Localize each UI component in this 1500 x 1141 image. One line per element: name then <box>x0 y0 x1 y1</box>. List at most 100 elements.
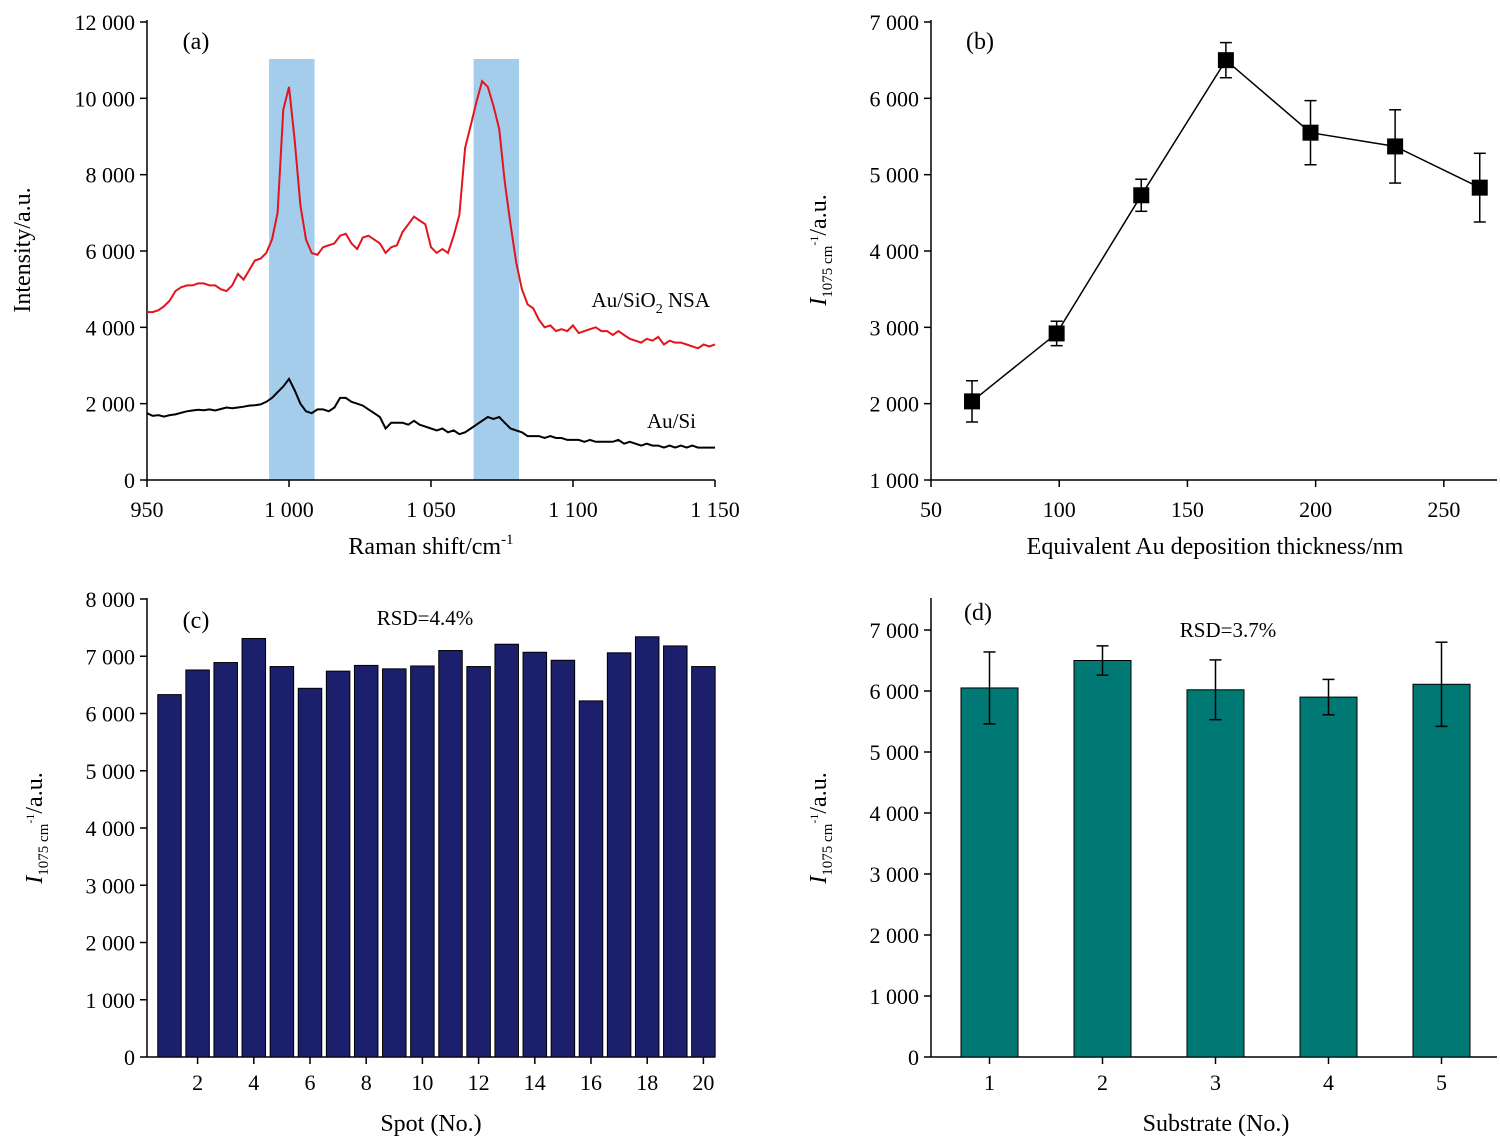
panel-b-x-tick-label: 150 <box>1171 497 1204 522</box>
panel-c-x-tick-label: 4 <box>248 1070 259 1095</box>
panel-c-x-tick-label: 6 <box>305 1070 316 1095</box>
panel-b-y-axis-label: I1075 cm-1/a.u. <box>806 194 836 306</box>
panel-c-y-axis-label: I1075 cm-1/a.u. <box>22 772 52 884</box>
bar-spot-16 <box>578 700 604 1058</box>
series-label-tail: NSA <box>663 288 711 312</box>
bar-spot-14 <box>522 651 548 1058</box>
panel-c-x-tick-label: 14 <box>524 1070 546 1095</box>
panel-d-y-tick-label: 3 000 <box>870 862 920 887</box>
panel-d-y-tick-label: 4 000 <box>870 801 920 826</box>
bar-substrate-2 <box>1073 660 1132 1058</box>
x-label-text: Raman shift/cm <box>348 534 501 560</box>
panel-a-y-tick-label: 6 000 <box>86 239 136 264</box>
panel-d-y-tick-label: 7 000 <box>870 618 920 643</box>
panel-a: 0 2 000 4 000 6 000 8 000 10 000 12 000 950 1 00… <box>10 10 740 560</box>
bar-spot-20 <box>691 666 716 1058</box>
panel-d-y-label-unit: /a.u. <box>806 772 832 813</box>
bar-spot-18 <box>634 636 660 1058</box>
x-label-superscript: -1 <box>501 532 514 548</box>
panel-b-x-tick-label: 250 <box>1427 497 1460 522</box>
panel-c-x-tick-label: 12 <box>468 1070 490 1095</box>
rsd-annotation-c: RSD=4.4% <box>377 606 473 630</box>
panel-d-x-tick-label: 1 <box>984 1070 995 1095</box>
bar-spot-17 <box>606 652 632 1058</box>
panel-b-x-tick-label: 100 <box>1043 497 1076 522</box>
panel-a-x-tick-label: 1 150 <box>690 497 740 522</box>
series-line-au-sio2-nsa <box>147 79 716 350</box>
panel-c-y-tick-label: 2 000 <box>86 931 136 956</box>
panel-c-x-axis-label: Spot (No.) <box>380 1111 481 1137</box>
series-label-subscript: 2 <box>656 302 663 317</box>
panel-c-y-label-unit: /a.u. <box>22 772 48 813</box>
panel-c-x-tick-label: 20 <box>692 1070 714 1095</box>
panel-b-y-tick-label: 6 000 <box>870 86 920 111</box>
panel-b-x-tick-label: 200 <box>1299 497 1332 522</box>
bar-spot-3 <box>213 662 238 1058</box>
panel-b-x-axis-label: Equivalent Au deposition thickness/nm <box>1027 534 1404 560</box>
bar-spot-10 <box>410 665 435 1058</box>
panel-b-y-tick-label: 7 000 <box>870 10 920 35</box>
bar-spot-4 <box>241 638 267 1058</box>
panel-d-y-label-symbol: I <box>806 875 832 885</box>
panel-c-y-label-symbol: I <box>22 875 48 885</box>
panel-a-y-axis-label: Intensity/a.u. <box>10 187 36 312</box>
data-point-square <box>1217 52 1234 69</box>
panel-d-y-label-superscript: -1 <box>807 814 821 824</box>
panel-b-y-label-subscript: 1075 cm <box>820 245 836 297</box>
bar-spot-2 <box>185 669 210 1058</box>
panel-c: 0 1 000 2 000 3 000 4 000 5 000 6 000 7 000 8 00… <box>22 587 716 1137</box>
panel-d-x-axis-label: Substrate (No.) <box>1143 1111 1290 1137</box>
panel-c-y-tick-label: 4 000 <box>86 816 136 841</box>
panel-d-y-tick-label: 6 000 <box>870 679 920 704</box>
panel-b-y-label-unit: /a.u. <box>806 194 832 235</box>
bar-spot-5 <box>269 666 295 1058</box>
panel-d-y-tick-label: 5 000 <box>870 740 920 765</box>
panel-c-y-tick-label: 5 000 <box>86 759 136 784</box>
panel-b-y-tick-label: 5 000 <box>870 163 920 188</box>
panel-a-x-axis-label: Raman shift/cm-1 <box>348 532 513 560</box>
bar-substrate-5 <box>1412 683 1471 1058</box>
panel-a-y-tick-label: 2 000 <box>86 392 136 417</box>
bar-substrate-3 <box>1186 689 1245 1058</box>
bar-spot-12 <box>466 666 491 1058</box>
bar-spot-6 <box>297 687 323 1058</box>
series-line-thickness <box>971 59 1481 402</box>
panel-c-y-tick-label: 8 000 <box>86 587 136 612</box>
panel-b-y-tick-label: 1 000 <box>870 468 920 493</box>
bar-spot-19 <box>663 645 688 1058</box>
data-point-square <box>1048 325 1065 342</box>
bar-substrate-1 <box>960 687 1019 1058</box>
panel-b-y-label-symbol: I <box>806 297 832 307</box>
panel-d: 0 1 000 2 000 3 000 4 000 5 000 6 000 7 000 1 2 3 4… <box>806 598 1497 1137</box>
panel-c-x-tick-label: 10 <box>411 1070 433 1095</box>
panel-b-x-tick-label: 50 <box>920 497 942 522</box>
panel-b-y-tick-label: 3 000 <box>870 315 920 340</box>
panel-c-x-tick-label: 16 <box>580 1070 602 1095</box>
panel-c-y-label-superscript: -1 <box>23 814 37 824</box>
panel-a-x-tick-label: 1 100 <box>548 497 598 522</box>
panel-a-y-tick-label: 12 000 <box>75 10 136 35</box>
panel-d-x-tick-label: 2 <box>1097 1070 1108 1095</box>
panel-c-y-tick-label: 6 000 <box>86 702 136 727</box>
bar-spot-7 <box>325 670 351 1058</box>
bar-spot-1 <box>157 694 182 1058</box>
bar-spot-13 <box>494 643 519 1058</box>
panel-c-x-tick-label: 2 <box>192 1070 203 1095</box>
panel-b-y-label-superscript: -1 <box>807 236 821 246</box>
panel-d-y-tick-label: 2 000 <box>870 923 920 948</box>
panel-c-x-tick-label: 8 <box>361 1070 372 1095</box>
panel-label-b: (b) <box>966 29 994 55</box>
rsd-annotation-d: RSD=3.7% <box>1180 618 1276 642</box>
highlight-band-1 <box>269 59 315 480</box>
panel-a-y-tick-label: 4 000 <box>86 315 136 340</box>
panel-b-y-tick-label: 4 000 <box>870 239 920 264</box>
bar-substrate-4 <box>1299 696 1358 1058</box>
panel-a-y-tick-label: 10 000 <box>75 86 136 111</box>
panel-b: 1 000 2 000 3 000 4 000 5 000 6 000 7 000 50 100… <box>806 10 1497 560</box>
data-point-square <box>1387 138 1404 155</box>
panel-a-x-tick-label: 950 <box>131 497 164 522</box>
panel-c-y-tick-label: 0 <box>124 1045 135 1070</box>
panel-a-x-tick-label: 1 000 <box>264 497 314 522</box>
panel-d-x-tick-label: 4 <box>1323 1070 1334 1095</box>
